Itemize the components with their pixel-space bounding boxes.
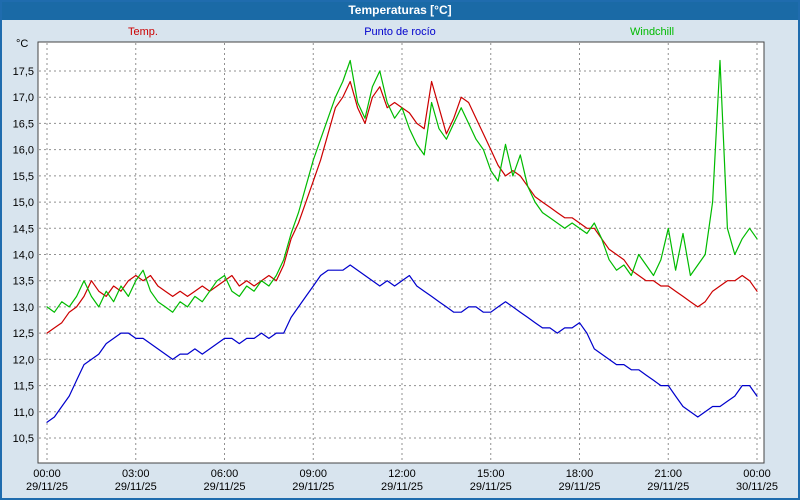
svg-text:11,5: 11,5 bbox=[13, 381, 34, 393]
page-title: Temperaturas [°C] bbox=[348, 3, 452, 17]
svg-text:00:00: 00:00 bbox=[743, 468, 771, 480]
svg-text:21:00: 21:00 bbox=[654, 468, 682, 480]
svg-text:10,5: 10,5 bbox=[13, 433, 34, 445]
svg-text:17,0: 17,0 bbox=[13, 92, 34, 104]
svg-text:30/11/25: 30/11/25 bbox=[736, 481, 778, 493]
svg-text:16,5: 16,5 bbox=[13, 118, 34, 130]
svg-text:15,0: 15,0 bbox=[13, 197, 34, 209]
svg-text:29/11/25: 29/11/25 bbox=[381, 481, 423, 493]
svg-text:29/11/25: 29/11/25 bbox=[26, 481, 68, 493]
svg-text:06:00: 06:00 bbox=[211, 468, 239, 480]
legend-item-dewpoint: Punto de rocío bbox=[364, 26, 436, 38]
legend-item-windchill: Windchill bbox=[630, 26, 675, 38]
y-axis-unit-label: °C bbox=[16, 38, 29, 50]
svg-text:11,0: 11,0 bbox=[13, 407, 34, 419]
legend-item-temp: Temp. bbox=[128, 26, 158, 38]
svg-text:29/11/25: 29/11/25 bbox=[470, 481, 512, 493]
svg-text:29/11/25: 29/11/25 bbox=[292, 481, 334, 493]
svg-text:12:00: 12:00 bbox=[388, 468, 416, 480]
svg-text:29/11/25: 29/11/25 bbox=[558, 481, 600, 493]
svg-text:18:00: 18:00 bbox=[566, 468, 594, 480]
title-bar: Temperaturas [°C] bbox=[0, 0, 800, 20]
svg-text:12,0: 12,0 bbox=[13, 354, 34, 366]
svg-text:13,0: 13,0 bbox=[13, 302, 34, 314]
svg-text:00:00: 00:00 bbox=[33, 468, 61, 480]
svg-text:15,5: 15,5 bbox=[13, 171, 34, 183]
svg-text:17,5: 17,5 bbox=[13, 66, 34, 78]
svg-text:29/11/25: 29/11/25 bbox=[115, 481, 157, 493]
svg-text:15:00: 15:00 bbox=[477, 468, 505, 480]
svg-text:16,0: 16,0 bbox=[13, 145, 34, 157]
svg-text:29/11/25: 29/11/25 bbox=[203, 481, 245, 493]
svg-text:03:00: 03:00 bbox=[122, 468, 150, 480]
svg-text:09:00: 09:00 bbox=[299, 468, 327, 480]
svg-text:14,5: 14,5 bbox=[13, 223, 34, 235]
svg-text:13,5: 13,5 bbox=[13, 276, 34, 288]
svg-text:29/11/25: 29/11/25 bbox=[647, 481, 689, 493]
svg-text:12,5: 12,5 bbox=[13, 328, 34, 340]
svg-text:14,0: 14,0 bbox=[13, 250, 34, 262]
